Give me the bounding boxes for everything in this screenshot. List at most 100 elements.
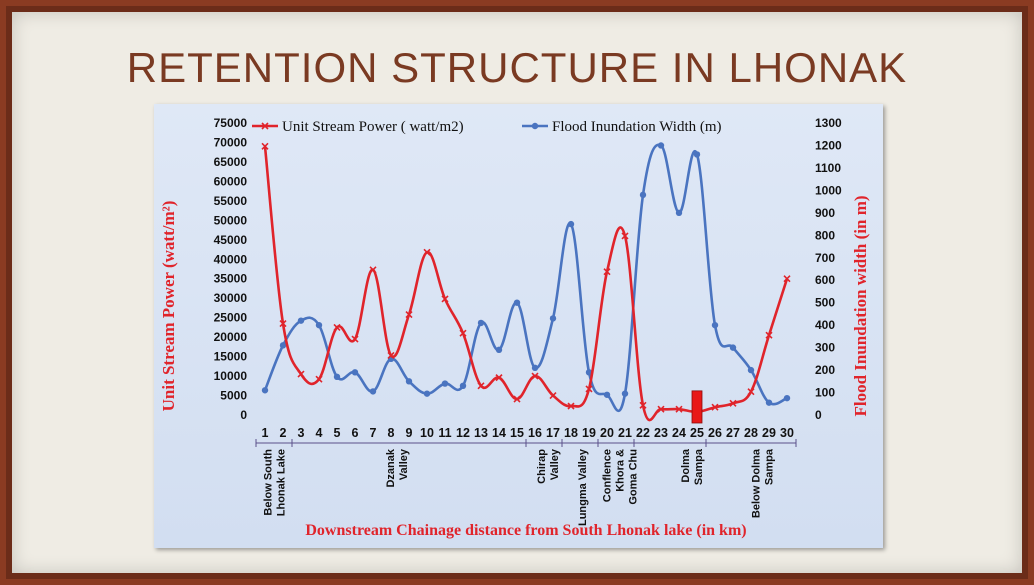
x-tick-label: 11 (438, 426, 451, 440)
region-label: Below South Lhonak Lake (263, 449, 288, 517)
series-point (369, 388, 377, 395)
left-tick-label: 65000 (214, 155, 248, 169)
point-mark (315, 375, 323, 383)
left-tick-label: 70000 (214, 135, 248, 149)
right-tick-label: 1200 (815, 138, 842, 152)
series-point (621, 232, 629, 240)
point-mark (279, 319, 287, 328)
series-point (297, 317, 305, 324)
series-point (783, 394, 791, 402)
x-tick-label: 16 (528, 426, 542, 440)
series-point (441, 295, 449, 303)
x-tick-label: 28 (744, 426, 758, 440)
x-tick-label: 18 (564, 426, 578, 440)
left-tick-label: 75000 (214, 116, 248, 130)
point-mark (387, 351, 395, 359)
series-0 (261, 142, 791, 422)
series-point (675, 405, 683, 413)
left-tick-label: 10000 (214, 369, 248, 383)
x-tick-label: 8 (388, 426, 395, 440)
series-point (531, 364, 539, 372)
series-point (441, 380, 449, 387)
series-point (675, 209, 683, 217)
point-mark (585, 385, 593, 393)
series-1 (261, 142, 791, 413)
series-point (639, 401, 647, 409)
x-tick-label: 6 (352, 426, 359, 440)
legend-swatch-mark (531, 122, 539, 130)
region-brackets: Below South Lhonak Lake Dzanak Valley Chirap… (255, 439, 797, 526)
x-tick-label: 22 (636, 426, 650, 440)
right-tick-label: 800 (815, 228, 835, 242)
legend: Unit Stream Power ( watt/m2) Flood Inunda… (252, 119, 722, 135)
series-point (729, 399, 737, 407)
left-tick-label: 15000 (214, 350, 248, 364)
series-point (603, 391, 611, 398)
x-tick-label: 12 (456, 426, 470, 440)
series-point (279, 319, 287, 328)
left-axis-label: Unit Stream Power (watt/m²) (159, 201, 178, 412)
region-label-line: Sampa (763, 448, 775, 485)
x-tick-label: 23 (654, 426, 668, 440)
point-mark (459, 329, 467, 337)
region-label-line: Below Dolma (750, 448, 762, 518)
series-point (513, 395, 521, 403)
region-label-line: Goma Chu (628, 449, 640, 505)
region-label: Below Dolma Sampa (750, 448, 775, 518)
series-point (261, 142, 269, 150)
legend-label: Unit Stream Power ( watt/m2) (282, 119, 464, 135)
point-mark (639, 401, 647, 409)
series-point (513, 299, 521, 306)
x-tick-label: 1 (262, 426, 269, 440)
point-mark (729, 399, 737, 407)
x-tick-label: 15 (510, 426, 524, 440)
series-point (711, 321, 719, 329)
right-axis-label: Flood Inundation width (in m) (851, 195, 870, 416)
point-mark (405, 310, 413, 319)
series-point (369, 266, 377, 274)
region-label-line: Dzanak (385, 448, 397, 487)
series-point (765, 331, 773, 339)
point-mark (441, 295, 449, 303)
point-mark (513, 395, 521, 403)
series-point (621, 390, 629, 397)
series-point (585, 369, 593, 376)
left-tick-label: 55000 (214, 194, 248, 208)
region-label: Conflence Khora & Goma Chu (602, 449, 640, 505)
series-point (549, 315, 557, 322)
right-tick-label: 900 (815, 206, 835, 220)
point-mark (621, 232, 629, 240)
region-label-line: Valley (398, 448, 410, 480)
point-mark (369, 266, 377, 274)
x-tick-label: 7 (370, 426, 377, 440)
region-label: Dzanak Valley (385, 448, 410, 487)
x-tick-label: 4 (316, 426, 323, 440)
x-tick-label: 21 (618, 426, 632, 440)
left-tick-label: 25000 (214, 311, 248, 325)
right-tick-label: 600 (815, 273, 835, 287)
series-point (495, 374, 503, 382)
series-layer (261, 142, 791, 424)
series-point (333, 323, 341, 331)
series-point (405, 310, 413, 319)
point-mark (765, 331, 773, 339)
series-point (603, 268, 611, 276)
right-tick-label: 700 (815, 251, 835, 265)
region-label-line: Conflence (602, 449, 614, 502)
series-point (747, 366, 755, 374)
series-point (261, 387, 269, 394)
point-mark (351, 335, 359, 343)
point-mark (495, 374, 503, 382)
region-label-line: Below South (263, 449, 275, 516)
series-point (549, 391, 557, 400)
point-mark (297, 370, 305, 378)
left-tick-label: 0 (240, 408, 247, 422)
point-mark (477, 382, 485, 390)
series-point (531, 372, 539, 380)
point-mark (675, 405, 683, 413)
region-label: Lungma Valley (577, 448, 589, 526)
series-point (477, 319, 485, 327)
right-tick-label: 1000 (815, 183, 842, 197)
series-point (693, 151, 701, 158)
region-label-line: Valley (549, 448, 561, 480)
